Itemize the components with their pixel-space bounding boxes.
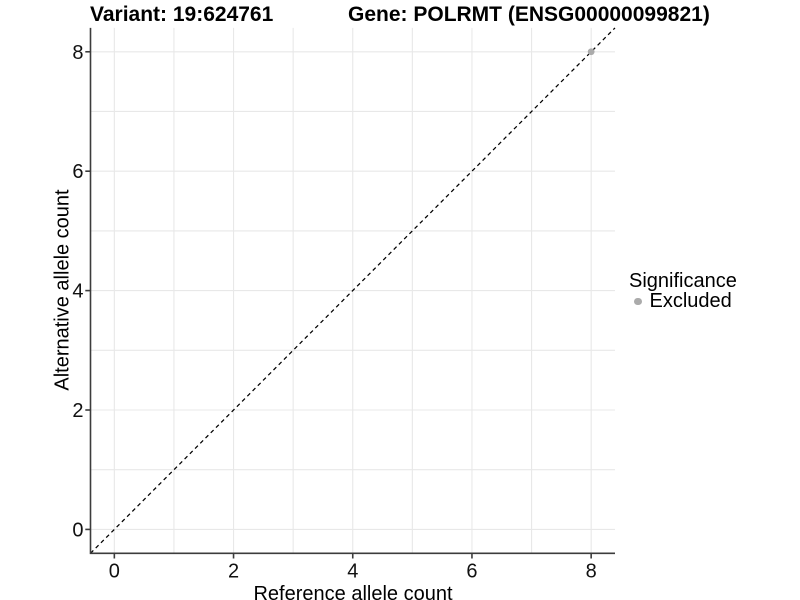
axis-lines	[89, 27, 615, 555]
x-tick-label: 6	[466, 561, 477, 583]
y-tick-label: 0	[72, 519, 83, 541]
y-tick-label: 2	[72, 400, 83, 422]
y-tick-label: 6	[72, 161, 83, 183]
variant-title: Variant: 19:624761	[90, 3, 274, 26]
legend-item-label: Excluded	[649, 290, 732, 312]
y-tick-label: 8	[72, 42, 83, 64]
y-axis-title: Alternative allele count	[51, 189, 74, 391]
legend: Significance Excluded	[629, 271, 737, 312]
x-tick-label: 8	[586, 561, 597, 583]
x-axis-title: Reference allele count	[253, 583, 453, 600]
legend-title: Significance	[629, 270, 737, 292]
legend-item-excluded: Excluded	[629, 291, 737, 312]
legend-point-icon	[634, 297, 642, 306]
data-point	[587, 48, 595, 56]
y-tick-label: 4	[72, 281, 83, 303]
x-tick-label: 2	[228, 561, 239, 583]
gene-title: Gene: POLRMT (ENSG00000099821)	[348, 3, 710, 26]
identity-line	[90, 27, 616, 554]
x-tick-label: 0	[109, 561, 120, 583]
x-tick-label: 4	[347, 561, 358, 583]
